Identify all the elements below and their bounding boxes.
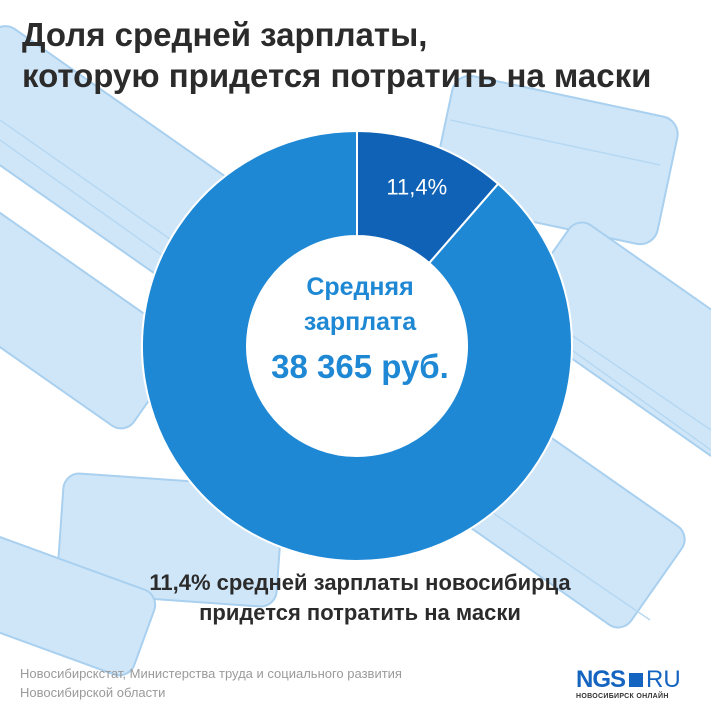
- chart-title: Доля средней зарплаты, которую придется …: [22, 14, 692, 96]
- center-value: 38 365 руб.: [271, 348, 449, 385]
- logo-square-icon: [629, 672, 644, 687]
- caption: 11,4% средней зарплаты новосибирца приде…: [60, 568, 660, 628]
- source-note: Новосибирскстат, Министерства труда и со…: [20, 664, 520, 702]
- caption-line-2: придется потратить на маски: [199, 600, 521, 625]
- center-label-line-1: Средняя: [306, 273, 414, 301]
- caption-line-1: 11,4% средней зарплаты новосибирца: [149, 570, 571, 595]
- donut-center-label: Средняя зарплата 38 365 руб.: [205, 270, 515, 390]
- donut-slice-2: [141, 129, 573, 562]
- source-line-1: Новосибирскстат, Министерства труда и со…: [20, 666, 402, 681]
- center-label-line-2: зарплата: [303, 308, 417, 336]
- title-line-1: Доля средней зарплаты,: [22, 16, 428, 53]
- source-line-2: Новосибирской области: [20, 685, 166, 700]
- donut-slice-label-1: 11,4%: [386, 174, 447, 199]
- logo-ngs-text: NGS: [576, 666, 626, 693]
- ngs-logo: NGS RU НОВОСИБИРСК ОНЛАЙН: [576, 667, 701, 707]
- logo-ru-text: RU: [646, 666, 681, 693]
- title-line-2: которую придется потратить на маски: [22, 57, 652, 94]
- logo-subtitle: НОВОСИБИРСК ОНЛАЙН: [576, 693, 669, 700]
